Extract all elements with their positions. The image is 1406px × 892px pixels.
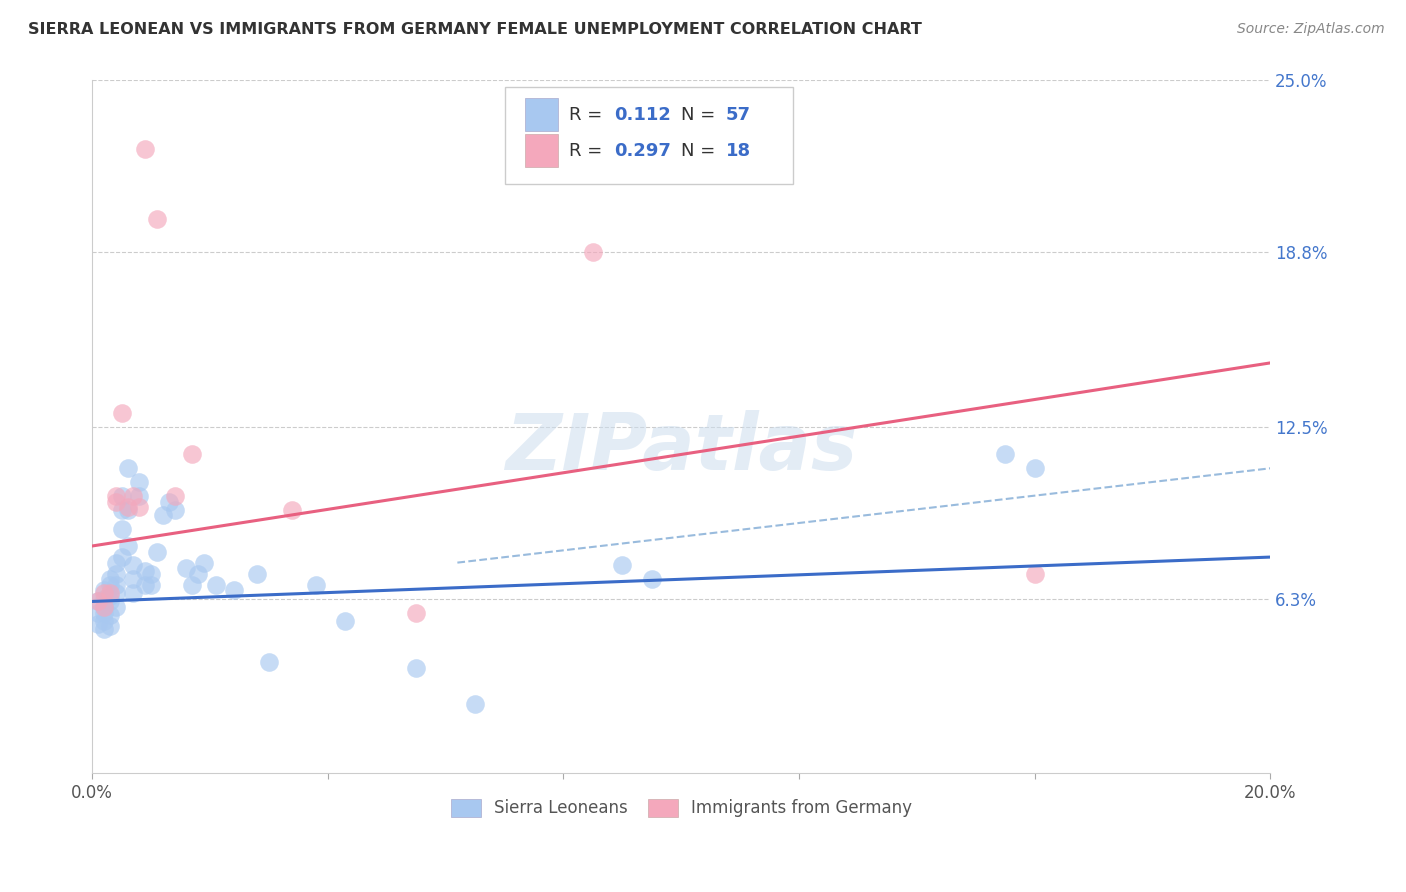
Point [98, 586, 121, 600]
Point [117, 500, 139, 515]
Point [98, 572, 121, 586]
Point [582, 244, 605, 259]
Point [134, 578, 156, 592]
Point [222, 583, 245, 598]
Point [128, 475, 150, 490]
Point [117, 503, 139, 517]
Point [335, 614, 357, 628]
Point [87, 606, 110, 620]
Point [93, 622, 115, 636]
Point [93, 606, 115, 620]
Point [146, 211, 169, 226]
Point [128, 500, 150, 515]
Text: R =: R = [569, 105, 609, 124]
Point [87, 594, 110, 608]
Point [187, 566, 209, 581]
Point [163, 503, 186, 517]
Point [205, 578, 228, 592]
Text: 57: 57 [725, 105, 751, 124]
Point [122, 489, 145, 503]
Point [117, 461, 139, 475]
Text: Source: ZipAtlas.com: Source: ZipAtlas.com [1237, 22, 1385, 37]
Point [1024, 566, 1046, 581]
Point [405, 661, 427, 675]
Text: 0.112: 0.112 [614, 105, 671, 124]
Point [305, 578, 328, 592]
Point [117, 539, 139, 553]
FancyBboxPatch shape [524, 134, 558, 168]
Point [176, 561, 198, 575]
Point [87, 594, 110, 608]
Point [98, 578, 121, 592]
Point [257, 656, 280, 670]
Point [111, 503, 134, 517]
FancyBboxPatch shape [524, 98, 558, 131]
Point [193, 556, 215, 570]
Text: N =: N = [682, 105, 721, 124]
Point [122, 572, 145, 586]
Point [612, 558, 634, 573]
Point [93, 599, 115, 614]
Point [93, 614, 115, 628]
Point [104, 556, 127, 570]
Point [134, 142, 156, 156]
Point [104, 489, 127, 503]
Point [994, 447, 1017, 461]
Point [139, 578, 162, 592]
Point [111, 489, 134, 503]
Point [104, 599, 127, 614]
Point [122, 558, 145, 573]
Point [98, 608, 121, 623]
Point [93, 583, 115, 598]
Text: 18: 18 [725, 142, 751, 160]
Point [98, 589, 121, 603]
Text: SIERRA LEONEAN VS IMMIGRANTS FROM GERMANY FEMALE UNEMPLOYMENT CORRELATION CHART: SIERRA LEONEAN VS IMMIGRANTS FROM GERMAN… [28, 22, 922, 37]
Point [181, 578, 204, 592]
FancyBboxPatch shape [505, 87, 793, 184]
Point [157, 494, 180, 508]
Text: N =: N = [682, 142, 721, 160]
Point [122, 586, 145, 600]
Point [98, 594, 121, 608]
Point [1024, 461, 1046, 475]
Point [181, 447, 204, 461]
Text: R =: R = [569, 142, 609, 160]
Point [87, 616, 110, 631]
Point [146, 544, 169, 558]
Point [104, 578, 127, 592]
Point [246, 566, 269, 581]
Point [104, 494, 127, 508]
Point [104, 566, 127, 581]
Point [98, 619, 121, 633]
Point [405, 606, 427, 620]
Point [93, 586, 115, 600]
Text: ZIPatlas: ZIPatlas [505, 409, 858, 485]
Point [111, 550, 134, 565]
Point [93, 599, 115, 614]
Point [134, 564, 156, 578]
Point [641, 572, 664, 586]
Point [128, 489, 150, 503]
Point [163, 489, 186, 503]
Text: 0.297: 0.297 [614, 142, 671, 160]
Point [104, 586, 127, 600]
Point [93, 591, 115, 606]
Point [152, 508, 174, 523]
Point [111, 522, 134, 536]
Legend: Sierra Leoneans, Immigrants from Germany: Sierra Leoneans, Immigrants from Germany [444, 792, 918, 824]
Point [464, 697, 486, 711]
Point [281, 503, 304, 517]
Point [139, 566, 162, 581]
Point [111, 406, 134, 420]
